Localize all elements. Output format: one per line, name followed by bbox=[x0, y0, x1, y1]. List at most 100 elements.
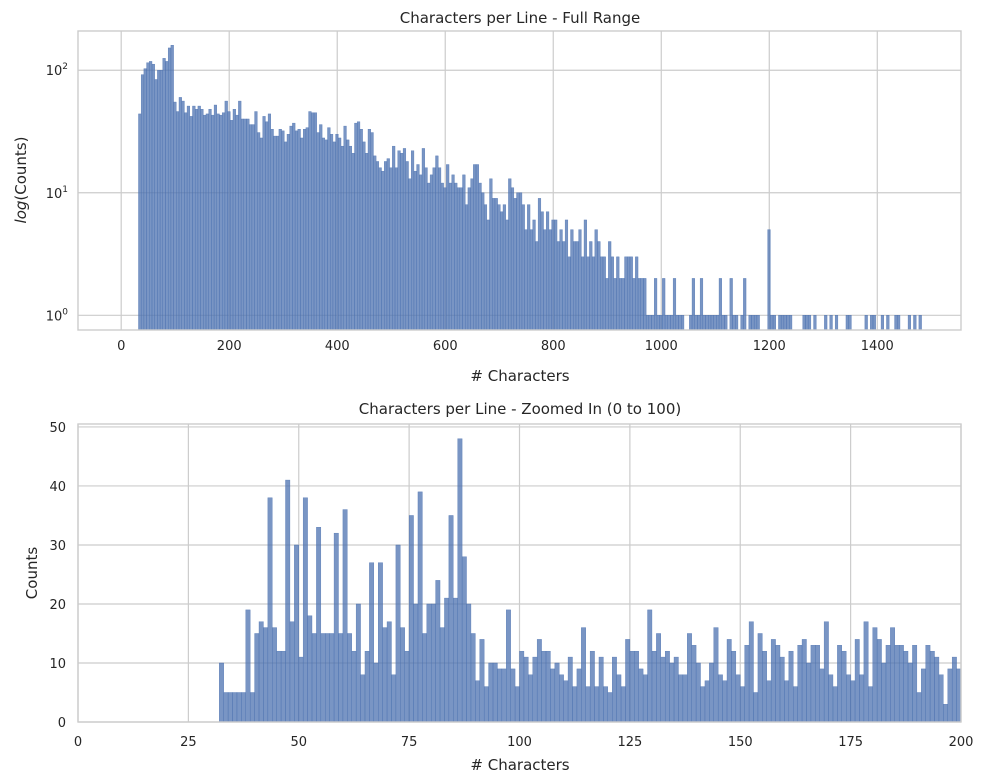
full-range-bar bbox=[381, 170, 385, 331]
zoomed-bar bbox=[351, 650, 357, 723]
full-range-bar bbox=[149, 61, 153, 331]
full-range-bar bbox=[508, 178, 512, 331]
zoomed-bar bbox=[722, 680, 728, 723]
full-range-bar bbox=[151, 63, 155, 331]
full-range-bar bbox=[608, 241, 612, 331]
full-range-bar bbox=[367, 129, 371, 331]
full-range-bar bbox=[581, 256, 585, 331]
zoomed-bar bbox=[788, 650, 794, 723]
zoomed-bar bbox=[598, 656, 604, 723]
full-range-bar bbox=[778, 315, 782, 331]
full-range-bar bbox=[465, 204, 469, 331]
full-range-bar bbox=[278, 129, 282, 331]
zoomed-bar bbox=[837, 645, 842, 723]
full-range-bar bbox=[402, 148, 407, 331]
zoomed-bar bbox=[890, 627, 895, 723]
full-range-bar bbox=[303, 129, 307, 331]
full-range-bar bbox=[378, 167, 382, 331]
full-range-bar bbox=[246, 118, 250, 331]
full-range-bar bbox=[543, 229, 547, 331]
zoomed-bar bbox=[620, 686, 626, 723]
zoomed-bar bbox=[219, 662, 224, 723]
full-range-bar bbox=[424, 167, 428, 331]
zoomed-bar bbox=[532, 656, 538, 723]
full-range-bar bbox=[516, 192, 520, 331]
full-range-bar bbox=[138, 113, 142, 331]
zoomed-bar bbox=[528, 674, 533, 723]
full-range-bar bbox=[427, 182, 431, 331]
zoomed-bar bbox=[775, 645, 781, 723]
full-range-bar bbox=[321, 137, 326, 331]
full-range-bar bbox=[789, 315, 793, 331]
full-range-bar bbox=[886, 315, 890, 331]
full-range-bar bbox=[505, 219, 509, 331]
zoomed-bar bbox=[289, 621, 295, 723]
full-range-y-label-log: log bbox=[12, 201, 30, 224]
zoomed-bar bbox=[903, 650, 909, 723]
full-range-bar bbox=[597, 241, 601, 331]
zoomed-y-ticks: 0 10 20 30 40 50 bbox=[49, 421, 66, 731]
zoomed-x-label: # Characters bbox=[470, 756, 569, 774]
zoomed-bar bbox=[581, 627, 586, 723]
full-range-bar bbox=[829, 315, 833, 331]
zoomed-bar bbox=[431, 603, 436, 723]
zoomed-bar bbox=[572, 686, 578, 723]
full-range-bar bbox=[532, 219, 536, 331]
full-range-bar bbox=[316, 132, 320, 331]
full-range-bar bbox=[162, 58, 166, 331]
full-range-bar bbox=[718, 278, 722, 331]
zoomed-bar bbox=[819, 668, 825, 723]
zoomed-bar bbox=[541, 650, 547, 723]
zoomed-bar bbox=[779, 656, 785, 723]
full-range-bar bbox=[521, 204, 525, 331]
zoomed-bar bbox=[506, 609, 511, 723]
full-range-bar bbox=[753, 315, 758, 331]
full-range-bar bbox=[176, 111, 180, 331]
zoomed-bar bbox=[395, 544, 401, 723]
full-range-bar bbox=[740, 315, 744, 331]
zoomed-bar bbox=[691, 645, 697, 723]
zoomed-bar bbox=[872, 627, 878, 723]
zoomed-bar bbox=[523, 656, 529, 723]
zoomed-y-tick-label: 40 bbox=[49, 480, 66, 495]
zoomed-bar bbox=[470, 633, 476, 723]
zoomed-bar bbox=[695, 662, 701, 723]
full-range-bar bbox=[540, 211, 544, 331]
full-range-bar bbox=[486, 219, 490, 331]
full-range-bar bbox=[259, 137, 263, 331]
full-range-bar bbox=[735, 315, 739, 331]
full-range-bar bbox=[313, 112, 317, 331]
full-range-bar bbox=[167, 47, 172, 331]
zoomed-bar bbox=[554, 662, 560, 723]
full-range-bar bbox=[224, 100, 228, 331]
full-range-bar bbox=[780, 315, 785, 331]
full-range-bar bbox=[319, 124, 323, 331]
zoomed-bar bbox=[302, 497, 308, 723]
full-range-bar bbox=[451, 174, 455, 331]
zoomed-bar bbox=[766, 680, 772, 723]
full-range-bar bbox=[637, 278, 641, 331]
zoomed-bar bbox=[616, 674, 622, 723]
full-range-y-tick-label: 101 bbox=[46, 185, 68, 202]
zoomed-x-tick-label: 50 bbox=[290, 735, 307, 750]
full-range-bar bbox=[713, 315, 717, 331]
zoomed-axes-frame bbox=[77, 423, 962, 723]
full-range-bar bbox=[880, 315, 884, 331]
full-range-bar bbox=[907, 315, 911, 331]
full-range-bar bbox=[297, 129, 301, 331]
full-range-bar bbox=[748, 315, 752, 331]
full-range-bar bbox=[616, 256, 620, 331]
full-range-bar bbox=[375, 161, 380, 331]
full-range-bar bbox=[894, 315, 898, 331]
full-range-bar bbox=[335, 134, 339, 331]
full-range-bar bbox=[421, 148, 425, 331]
full-range-bar bbox=[284, 141, 288, 331]
zoomed-bar bbox=[329, 633, 335, 723]
full-range-bar bbox=[243, 118, 247, 331]
full-range-bar bbox=[438, 167, 442, 331]
full-range-bar bbox=[446, 164, 450, 331]
full-range-bar bbox=[708, 315, 712, 331]
full-range-bar bbox=[591, 256, 596, 331]
full-range-bar bbox=[618, 278, 623, 331]
